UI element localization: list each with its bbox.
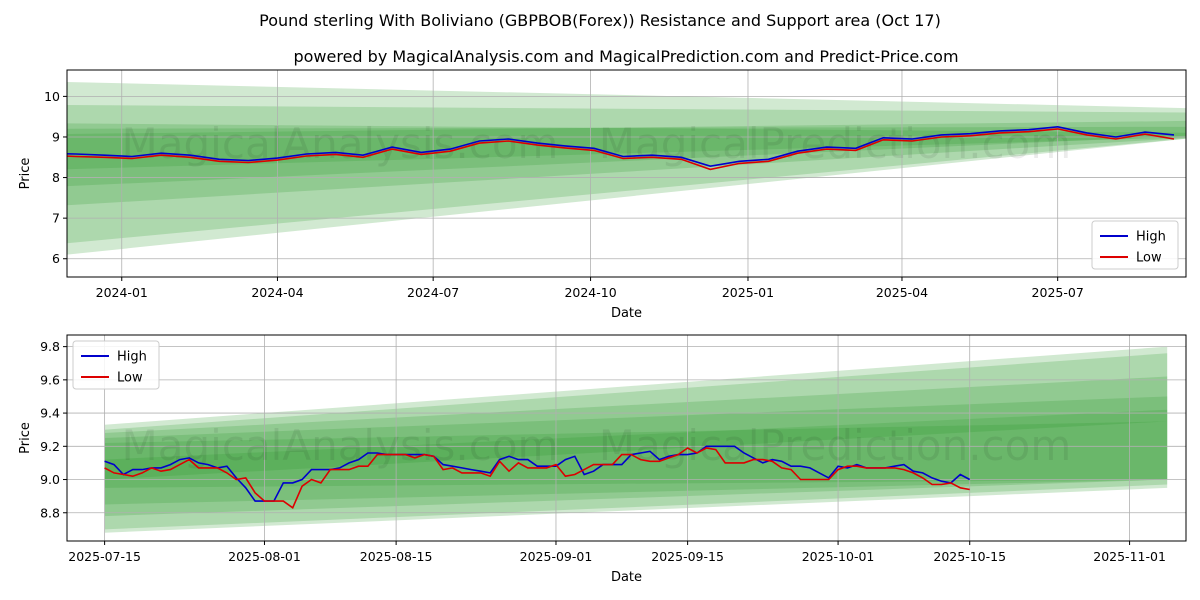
y-tick-label: 9.4: [40, 406, 60, 421]
legend-label-low: Low: [117, 371, 143, 386]
legend-box: [1091, 220, 1179, 270]
support-resistance-band: [104, 353, 1168, 530]
x-tick-label: 2025-09-01: [520, 549, 593, 564]
x-tick-label: 2024-07: [407, 285, 459, 300]
series-line-high: [67, 125, 1175, 168]
y-axis-label: Price: [18, 422, 33, 454]
y-tick-label: 9: [52, 129, 60, 144]
watermark-text: MagicalPrediction.com: [599, 421, 1072, 470]
support-resistance-band: [104, 421, 1168, 488]
x-tick-label: 2025-09-15: [651, 549, 724, 564]
y-tick-label: 8: [52, 170, 60, 185]
lower-panel: MagicalAnalysis.com MagicalPrediction.com…: [18, 334, 1187, 585]
series-line-high: [104, 445, 971, 502]
chart-subtitle: powered by MagicalAnalysis.com and Magic…: [293, 47, 958, 66]
y-tick-label: 9.6: [40, 372, 60, 387]
x-tick-label: 2025-08-15: [360, 549, 433, 564]
legend-label-low: Low: [1136, 251, 1162, 266]
legend: High Low: [72, 340, 160, 390]
series-line-low: [67, 128, 1175, 171]
watermark-text: MagicalPrediction.com: [599, 119, 1072, 168]
x-axis-label: Date: [611, 306, 642, 321]
x-tick-label: 2025-10-01: [802, 549, 875, 564]
y-axis-label: Price: [18, 158, 33, 190]
plot-area: [67, 70, 1186, 277]
legend-label-high: High: [117, 350, 147, 365]
x-tick-label: 2025-11-01: [1093, 549, 1166, 564]
x-tick-label: 2025-10-15: [933, 549, 1006, 564]
series-group: [67, 125, 1175, 171]
x-tick-label: 2024-01: [96, 285, 148, 300]
support-resistance-band: [67, 123, 1186, 170]
support-resistance-band: [67, 105, 1186, 244]
y-tick-label: 7: [52, 211, 60, 226]
y-tick-label: 8.8: [40, 505, 60, 520]
y-tick-label: 10: [44, 89, 60, 104]
y-tick-label: 9.0: [40, 472, 60, 487]
y-tick-label: 6: [52, 251, 60, 266]
x-tick-label: 2025-01: [722, 285, 774, 300]
y-tick-label: 9.8: [40, 339, 60, 354]
support-resistance-band: [67, 81, 1186, 255]
x-tick-label: 2025-07: [1032, 285, 1084, 300]
series-line-low: [104, 447, 970, 510]
band-group: [104, 346, 1168, 533]
support-resistance-band: [104, 346, 1168, 533]
plot-area: [67, 335, 1186, 541]
series-group: [104, 445, 971, 510]
legend-box: [72, 340, 160, 390]
legend-label-high: High: [1136, 230, 1166, 245]
y-tick-label: 9.2: [40, 439, 60, 454]
x-tick-label: 2025-07-15: [68, 549, 141, 564]
upper-panel: MagicalAnalysis.com MagicalPrediction.com…: [18, 69, 1187, 321]
support-resistance-band: [104, 396, 1168, 505]
watermark-text: MagicalAnalysis.com: [122, 119, 559, 168]
x-tick-label: 2025-08-01: [228, 549, 301, 564]
plot-frame: [66, 69, 1187, 278]
watermark-text: MagicalAnalysis.com: [122, 421, 559, 470]
plot-frame: [66, 334, 1187, 542]
x-tick-label: 2025-04: [876, 285, 928, 300]
x-tick-label: 2024-04: [251, 285, 303, 300]
chart-title: Pound sterling With Boliviano (GBPBOB(Fo…: [259, 11, 941, 30]
x-tick-label: 2024-10: [564, 285, 616, 300]
legend: High Low: [1091, 220, 1179, 270]
x-axis-label: Date: [611, 570, 642, 585]
support-resistance-band: [67, 120, 1186, 206]
